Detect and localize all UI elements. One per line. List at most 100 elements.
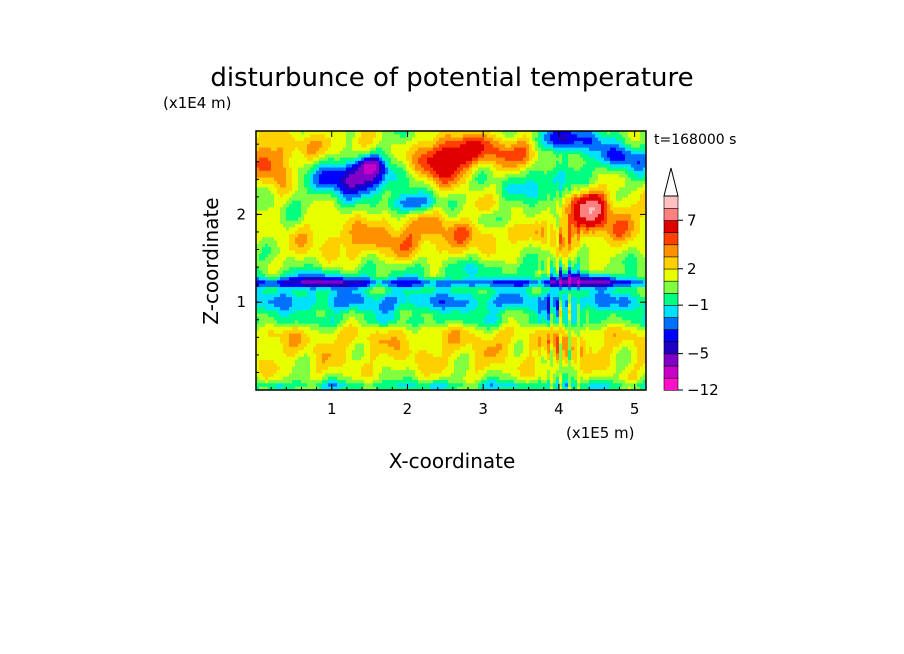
contour-cell — [610, 187, 614, 192]
contour-cell — [394, 247, 398, 251]
contour-cell — [421, 144, 425, 148]
contour-cell — [445, 187, 449, 192]
contour-cell — [634, 253, 638, 258]
contour-cell — [304, 134, 308, 139]
contour-cell — [355, 157, 359, 162]
contour-cell — [286, 217, 290, 222]
contour-cell — [301, 207, 305, 212]
contour-cell — [463, 140, 467, 145]
contour-cell — [349, 217, 353, 222]
contour-cell — [502, 174, 506, 178]
contour-cell — [607, 250, 611, 255]
contour-cell — [361, 233, 365, 238]
contour-cell — [478, 197, 482, 202]
contour-cell — [304, 220, 308, 225]
contour-cell — [376, 174, 380, 178]
contour-cell — [436, 150, 440, 155]
contour-cell — [637, 177, 641, 182]
contour-cell — [499, 237, 503, 241]
contour-cell — [307, 184, 311, 188]
contour-cell — [634, 174, 638, 178]
contour-cell — [400, 150, 404, 155]
contour-cell — [442, 250, 446, 255]
contour-cell — [487, 207, 491, 212]
contour-cell — [298, 184, 302, 188]
contour-cell — [424, 243, 428, 248]
contour-cell — [634, 134, 638, 139]
contour-cell — [412, 220, 416, 225]
contour-cell — [343, 170, 347, 175]
contour-cell — [328, 247, 332, 251]
contour-cell — [340, 180, 344, 185]
contour-cell — [271, 217, 275, 222]
contour-cell — [532, 240, 536, 245]
contour-cell — [313, 170, 317, 175]
contour-cell — [373, 197, 377, 202]
contour-cell — [592, 200, 596, 205]
contour-cell — [457, 194, 461, 198]
contour-cell — [484, 250, 488, 255]
contour-cell — [295, 190, 299, 195]
contour-cell — [550, 190, 554, 195]
contour-cell — [535, 227, 539, 232]
contour-cell — [403, 134, 407, 139]
contour-cell — [325, 230, 329, 235]
contour-cell — [394, 154, 398, 158]
contour-cell — [574, 243, 578, 248]
contour-cell — [328, 214, 332, 218]
contour-cell — [259, 257, 263, 261]
contour-cell — [541, 247, 545, 251]
contour-cell — [364, 240, 368, 245]
contour-cell — [469, 223, 473, 228]
contour-cell — [451, 160, 455, 165]
contour-cell — [370, 237, 374, 241]
contour-cell — [433, 217, 437, 222]
contour-cell — [478, 223, 482, 228]
contour-cell — [592, 160, 596, 165]
contour-cell — [349, 187, 353, 192]
contour-cell — [418, 257, 422, 261]
contour-cell — [637, 253, 641, 258]
contour-cell — [460, 150, 464, 155]
contour-cell — [262, 154, 266, 158]
contour-cell — [517, 197, 521, 202]
contour-cell — [610, 200, 614, 205]
contour-cell — [316, 204, 320, 208]
contour-cell — [412, 240, 416, 245]
contour-cell — [517, 154, 521, 158]
contour-cell — [268, 210, 272, 215]
contour-cell — [628, 230, 632, 235]
contour-cell — [412, 200, 416, 205]
contour-cell — [361, 230, 365, 235]
contour-cell — [424, 177, 428, 182]
contour-cell — [328, 240, 332, 245]
contour-cell — [604, 243, 608, 248]
contour-cell — [268, 150, 272, 155]
contour-cell — [292, 147, 296, 152]
contour-cell — [322, 147, 326, 152]
contour-cell — [337, 167, 341, 172]
contour-cell — [478, 210, 482, 215]
contour-cell — [355, 223, 359, 228]
contour-cell — [529, 214, 533, 218]
contour-cell — [373, 184, 377, 188]
contour-cell — [595, 237, 599, 241]
contour-cell — [586, 250, 590, 255]
contour-cell — [490, 137, 494, 142]
contour-cell — [391, 190, 395, 195]
contour-cell — [262, 253, 266, 258]
contour-cell — [637, 140, 641, 145]
contour-cell — [496, 194, 500, 198]
contour-cell — [427, 160, 431, 165]
contour-cell — [271, 164, 275, 168]
contour-cell — [271, 214, 275, 218]
contour-cell — [538, 240, 542, 245]
contour-cell — [469, 174, 473, 178]
contour-cell — [628, 227, 632, 232]
contour-cell — [349, 194, 353, 198]
contour-cell — [595, 250, 599, 255]
contour-cell — [535, 137, 539, 142]
contour-cell — [265, 131, 269, 135]
contour-cell — [427, 227, 431, 232]
contour-cell — [628, 167, 632, 172]
